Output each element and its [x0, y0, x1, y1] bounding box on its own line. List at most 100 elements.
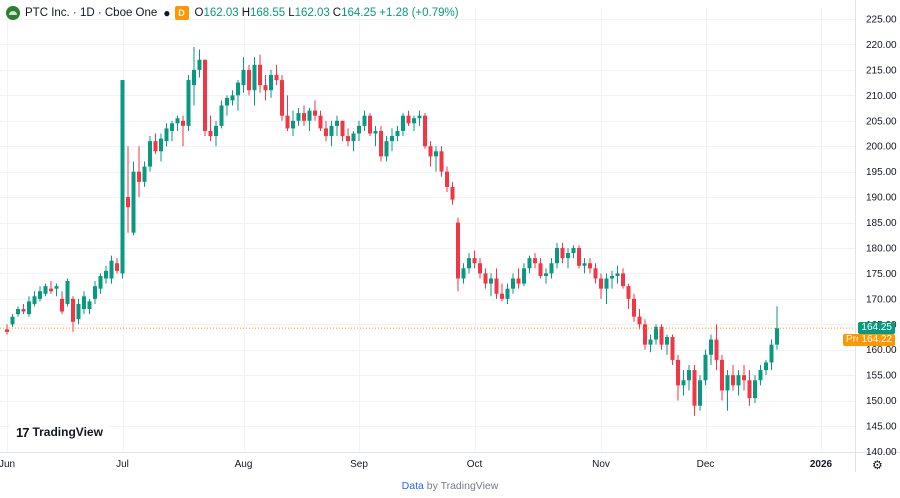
candle-body[interactable]: [65, 281, 70, 304]
symbol-title[interactable]: PTC Inc. · 1D · Cboe One: [25, 7, 158, 19]
candle-body[interactable]: [412, 118, 416, 124]
candle-body[interactable]: [98, 275, 103, 289]
candle-body[interactable]: [368, 115, 372, 134]
candle-body[interactable]: [159, 138, 163, 152]
candle-body[interactable]: [49, 288, 53, 292]
candle-body[interactable]: [274, 74, 279, 81]
candle-body[interactable]: [38, 291, 42, 299]
candle-body[interactable]: [753, 380, 757, 399]
candle-body[interactable]: [401, 115, 405, 131]
candle-body[interactable]: [390, 136, 394, 142]
candle-body[interactable]: [648, 339, 653, 345]
candle-body[interactable]: [318, 115, 323, 129]
candle-body[interactable]: [346, 136, 350, 142]
candle-body[interactable]: [725, 375, 730, 391]
candle-body[interactable]: [527, 258, 532, 269]
candle-body[interactable]: [478, 263, 482, 274]
settings-gear-icon[interactable]: ⚙: [872, 458, 883, 472]
candle-body[interactable]: [384, 141, 389, 157]
candle-body[interactable]: [582, 263, 587, 266]
candle-body[interactable]: [703, 354, 708, 381]
candle-body[interactable]: [219, 105, 224, 126]
candle-body[interactable]: [742, 375, 746, 381]
candle-body[interactable]: [593, 268, 598, 279]
candle-body[interactable]: [115, 263, 119, 271]
candle-body[interactable]: [489, 278, 493, 284]
candle-body[interactable]: [604, 278, 609, 289]
candle-body[interactable]: [126, 197, 130, 208]
candle-body[interactable]: [533, 258, 537, 264]
candle-body[interactable]: [307, 110, 312, 121]
candle-body[interactable]: [538, 263, 543, 276]
candle-body[interactable]: [560, 247, 565, 259]
candle-body[interactable]: [291, 120, 295, 129]
candle-body[interactable]: [153, 141, 158, 152]
candle-body[interactable]: [148, 141, 152, 167]
candle-body[interactable]: [54, 286, 59, 289]
candle-body[interactable]: [10, 316, 15, 325]
candle-body[interactable]: [5, 329, 9, 332]
tradingview-watermark[interactable]: 17 TradingView: [10, 421, 109, 443]
candle-body[interactable]: [522, 268, 526, 284]
candle-body[interactable]: [544, 273, 548, 276]
candle-body[interactable]: [764, 362, 768, 371]
candle-body[interactable]: [164, 128, 169, 142]
candle-body[interactable]: [131, 171, 136, 233]
candle-body[interactable]: [434, 151, 438, 157]
candle-body[interactable]: [230, 95, 235, 101]
candle-body[interactable]: [329, 125, 334, 137]
candle-body[interactable]: [505, 288, 510, 299]
candle-body[interactable]: [60, 298, 64, 312]
candle-body[interactable]: [340, 120, 345, 137]
candle-body[interactable]: [417, 115, 422, 119]
candle-body[interactable]: [615, 273, 620, 276]
candle-body[interactable]: [285, 115, 290, 129]
candle-body[interactable]: [665, 337, 669, 345]
candle-body[interactable]: [692, 370, 697, 406]
candle-body[interactable]: [109, 260, 114, 279]
candle-body[interactable]: [87, 301, 92, 310]
candle-body[interactable]: [714, 339, 719, 360]
candle-body[interactable]: [252, 64, 257, 91]
candle-body[interactable]: [214, 125, 218, 137]
candle-body[interactable]: [208, 130, 213, 137]
candle-body[interactable]: [247, 69, 251, 91]
candle-body[interactable]: [588, 263, 592, 269]
candle-body[interactable]: [621, 273, 625, 287]
candle-body[interactable]: [758, 370, 763, 381]
candle-body[interactable]: [71, 298, 75, 322]
candle-body[interactable]: [258, 64, 262, 86]
candle-body[interactable]: [197, 59, 202, 70]
candle-body[interactable]: [456, 222, 460, 279]
candle-body[interactable]: [643, 324, 647, 345]
candle-body[interactable]: [709, 339, 713, 355]
candle-body[interactable]: [32, 296, 37, 304]
candle-body[interactable]: [626, 286, 631, 299]
candle-body[interactable]: [263, 85, 268, 91]
candle-body[interactable]: [269, 74, 273, 91]
candle-body[interactable]: [192, 69, 196, 86]
candle-body[interactable]: [428, 146, 433, 157]
candle-body[interactable]: [302, 113, 306, 121]
candle-body[interactable]: [769, 344, 774, 363]
candle-body[interactable]: [483, 273, 488, 284]
candle-body[interactable]: [379, 130, 383, 157]
candle-body[interactable]: [747, 380, 752, 399]
candle-body[interactable]: [137, 171, 141, 182]
candle-body[interactable]: [445, 171, 449, 187]
candle-body[interactable]: [566, 253, 570, 259]
candle-body[interactable]: [181, 120, 185, 126]
candle-body[interactable]: [120, 80, 125, 274]
candle-body[interactable]: [76, 303, 81, 320]
candle-body[interactable]: [16, 309, 20, 315]
candle-body[interactable]: [571, 247, 576, 254]
candle-body[interactable]: [362, 115, 367, 126]
candle-body[interactable]: [687, 370, 691, 381]
candle-body[interactable]: [373, 130, 378, 134]
candle-body[interactable]: [461, 268, 466, 279]
candle-body[interactable]: [775, 328, 779, 345]
candle-body[interactable]: [82, 296, 86, 310]
candle-body[interactable]: [357, 125, 361, 134]
candle-body[interactable]: [170, 123, 174, 131]
